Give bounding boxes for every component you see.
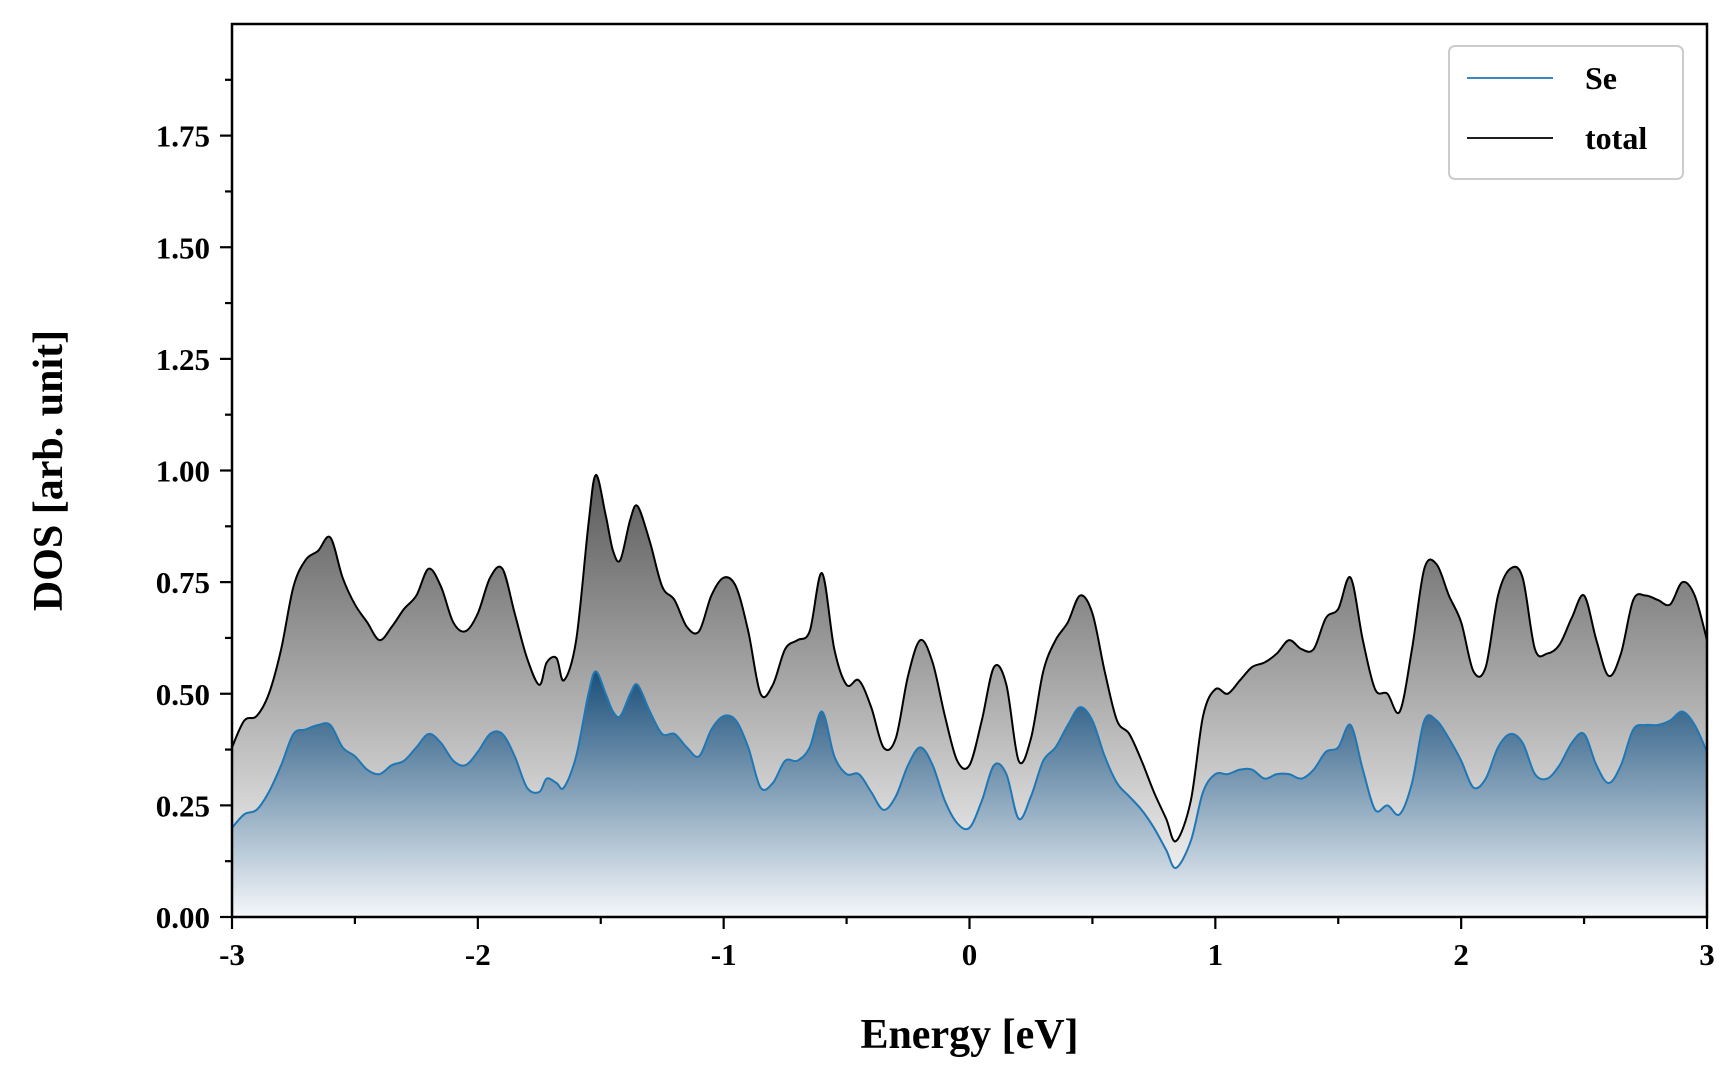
x-tick-label: -3 xyxy=(219,937,245,972)
x-tick-label: 3 xyxy=(1699,937,1715,972)
area-fill-se xyxy=(232,671,1707,917)
x-axis-label: Energy [eV] xyxy=(860,1012,1078,1058)
x-tick-label: -2 xyxy=(465,937,491,972)
legend-label-se: Se xyxy=(1585,60,1617,96)
y-tick-label: 1.50 xyxy=(156,230,210,265)
series-line-se xyxy=(232,670,1707,869)
x-tick-label: 1 xyxy=(1208,937,1224,972)
x-tick-label: 0 xyxy=(962,937,978,972)
plot-area xyxy=(232,473,1707,917)
y-tick-label: 0.75 xyxy=(156,565,210,600)
x-tick-label: 2 xyxy=(1453,937,1469,972)
series-line-total xyxy=(232,473,1707,843)
y-axis: 0.00 0.25 0.50 0.75 1.00 1.25 1.50 1.75 xyxy=(156,78,232,935)
y-tick-label: 0.00 xyxy=(156,900,210,935)
y-tick-label: 1.00 xyxy=(156,454,210,489)
legend-label-total: total xyxy=(1585,120,1647,156)
y-tick-label: 1.75 xyxy=(156,119,210,154)
legend-box xyxy=(1448,45,1684,180)
y-tick-label: 0.50 xyxy=(156,677,210,712)
x-axis: -3 -2 -1 0 1 2 3 xyxy=(219,917,1715,972)
y-axis-label: DOS [arb. unit] xyxy=(26,330,72,611)
y-tick-label: 0.25 xyxy=(156,788,210,823)
legend: Se total xyxy=(1448,45,1684,180)
y-tick-label: 1.25 xyxy=(156,342,210,377)
x-tick-label: -1 xyxy=(711,937,737,972)
